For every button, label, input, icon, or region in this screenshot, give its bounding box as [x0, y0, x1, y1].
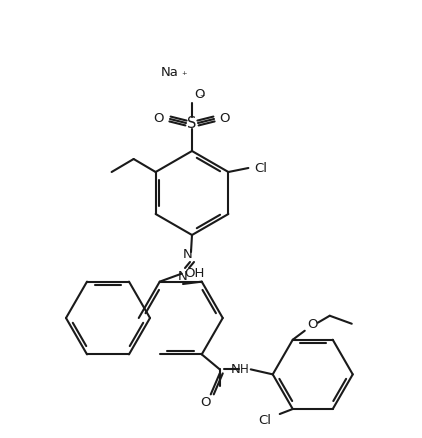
Text: O: O [194, 88, 205, 102]
Text: O: O [200, 396, 211, 409]
Text: Cl: Cl [254, 162, 267, 174]
Text: N: N [183, 248, 193, 261]
Text: OH: OH [184, 267, 205, 280]
Text: O: O [308, 318, 318, 331]
Text: ⁺: ⁺ [181, 71, 187, 81]
Text: O: O [220, 113, 230, 126]
Text: O: O [154, 113, 164, 126]
Text: Cl: Cl [258, 413, 271, 427]
Text: S: S [187, 116, 197, 131]
Text: Na: Na [161, 67, 179, 80]
Text: H: H [241, 363, 249, 376]
Text: N: N [178, 271, 188, 283]
Text: N: N [231, 363, 241, 376]
Text: ⁻: ⁻ [199, 93, 205, 103]
